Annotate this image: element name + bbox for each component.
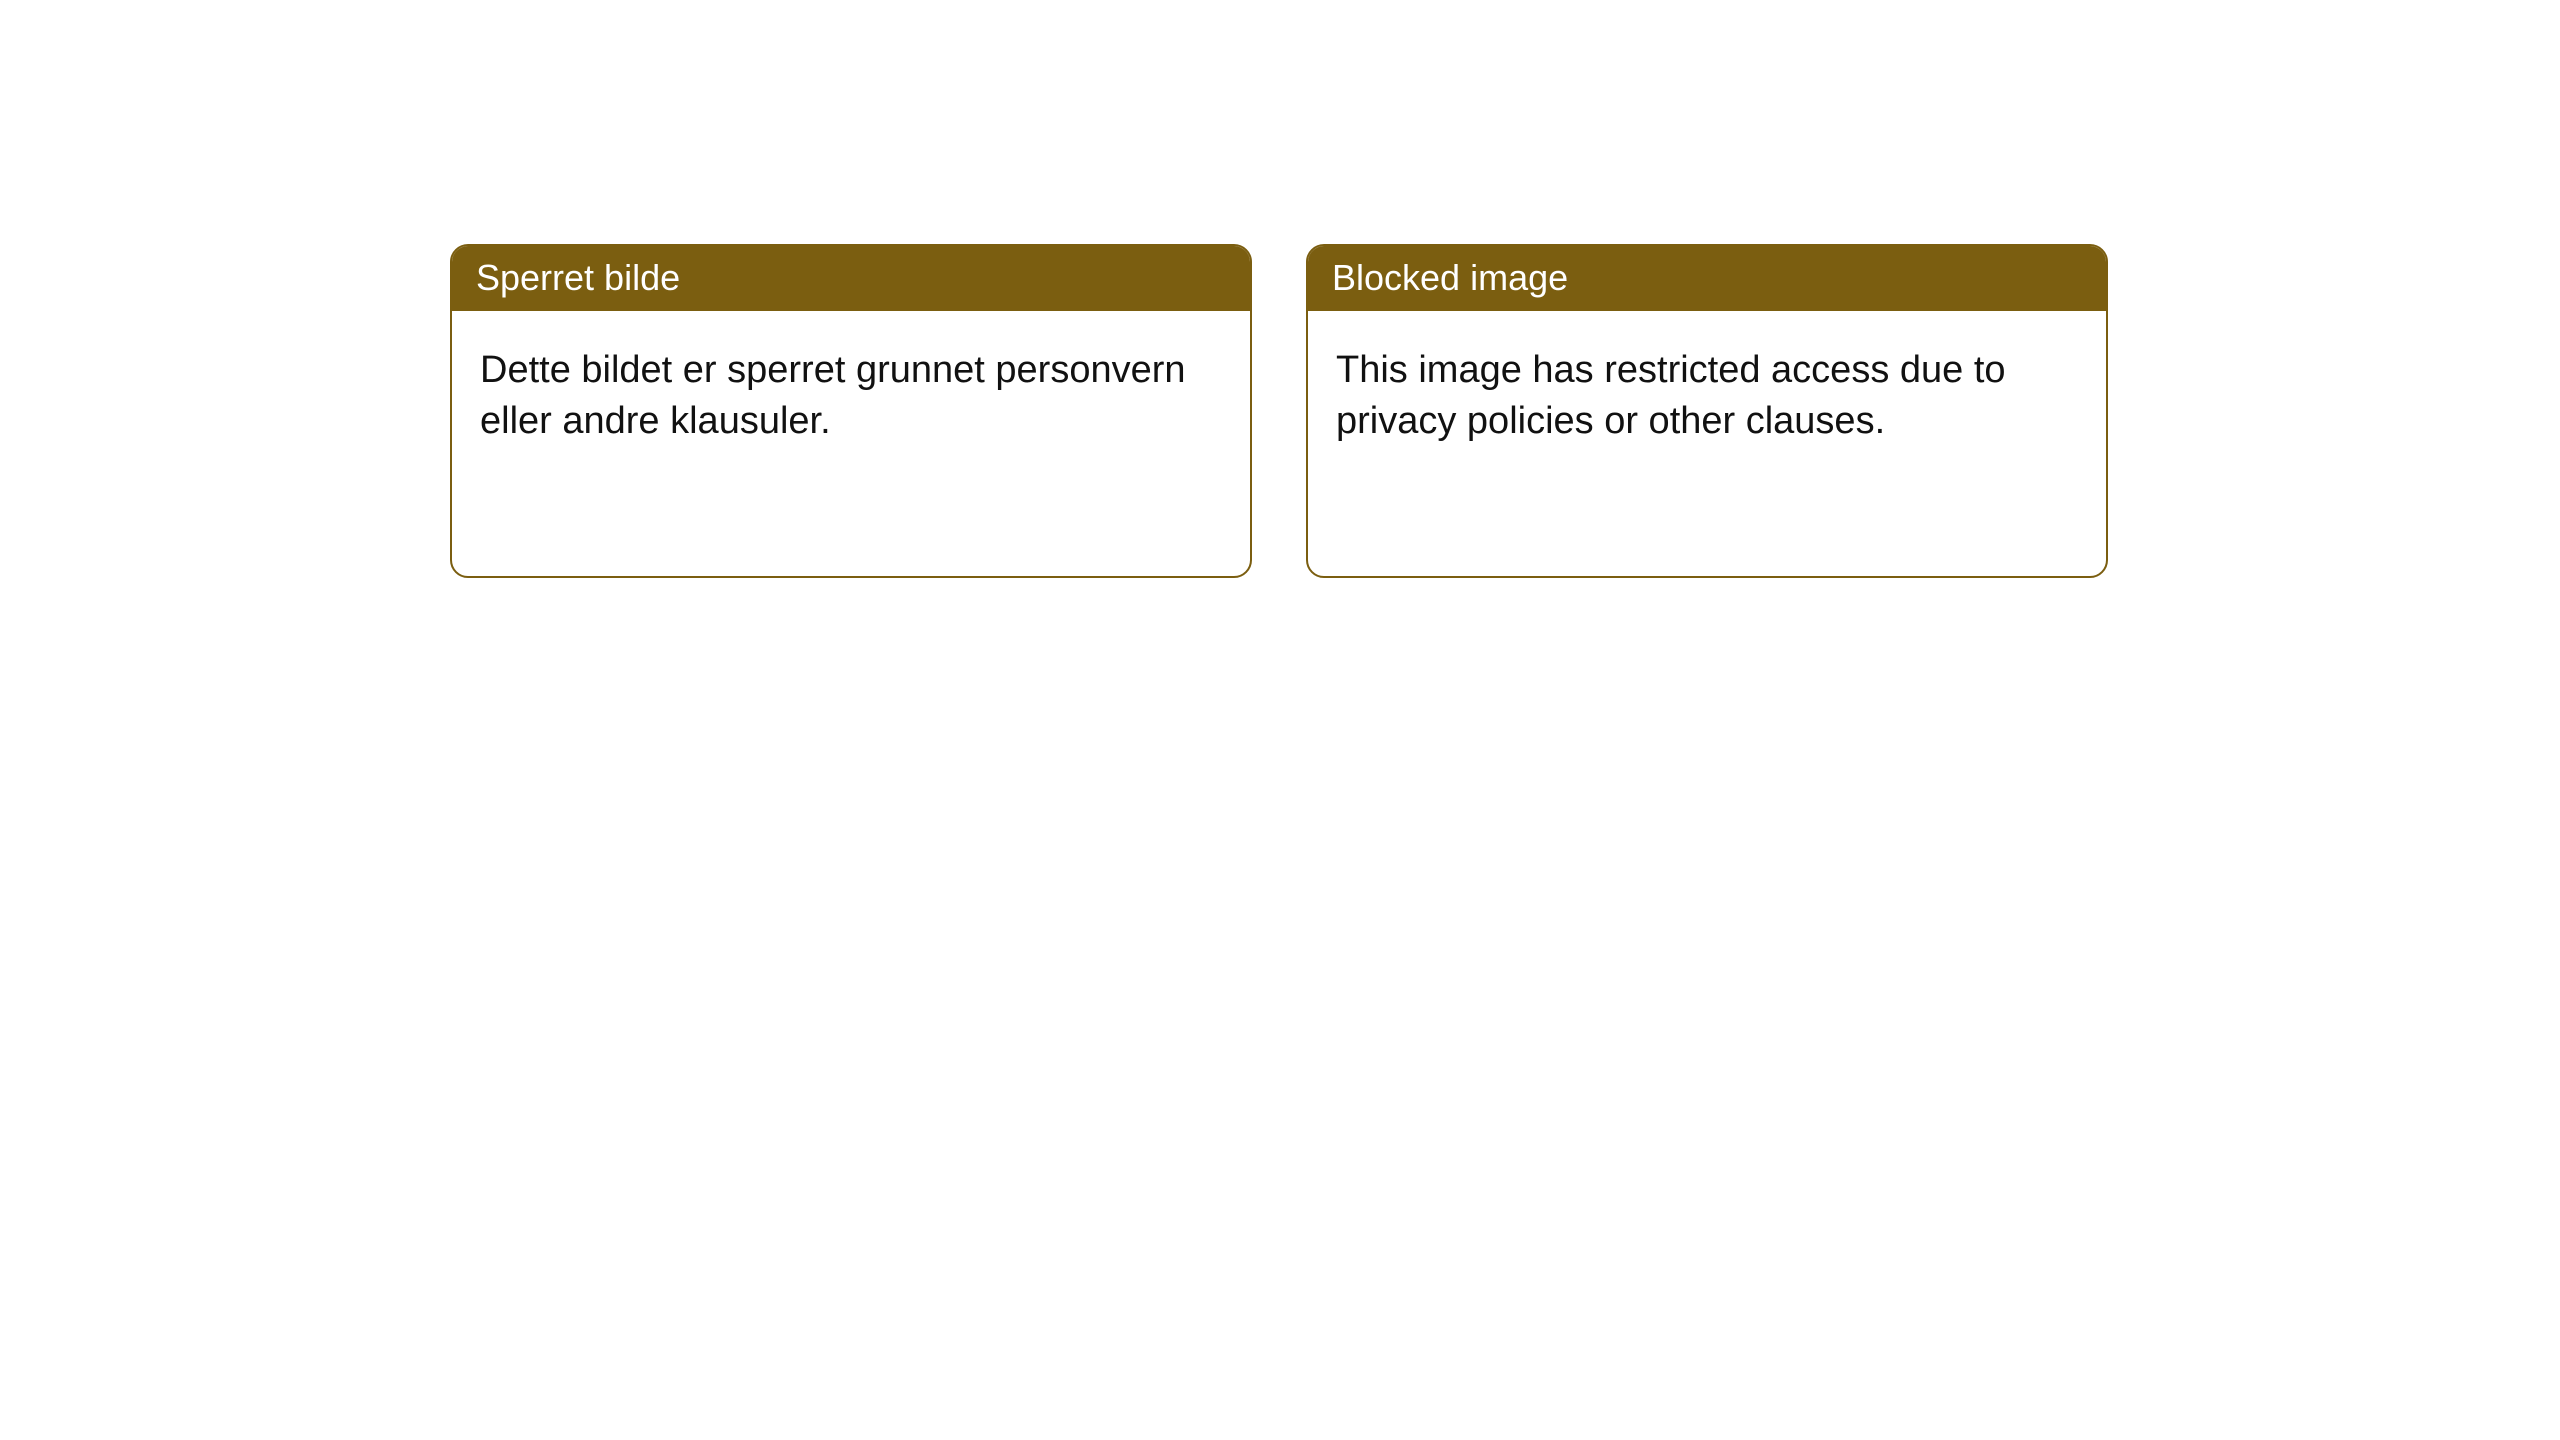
card-body-en: This image has restricted access due to … [1308, 311, 2106, 472]
card-body-no: Dette bildet er sperret grunnet personve… [452, 311, 1250, 472]
cards-container: Sperret bilde Dette bildet er sperret gr… [0, 0, 2560, 578]
blocked-image-card-no: Sperret bilde Dette bildet er sperret gr… [450, 244, 1252, 578]
card-header-no: Sperret bilde [452, 246, 1250, 311]
card-header-en: Blocked image [1308, 246, 2106, 311]
blocked-image-card-en: Blocked image This image has restricted … [1306, 244, 2108, 578]
